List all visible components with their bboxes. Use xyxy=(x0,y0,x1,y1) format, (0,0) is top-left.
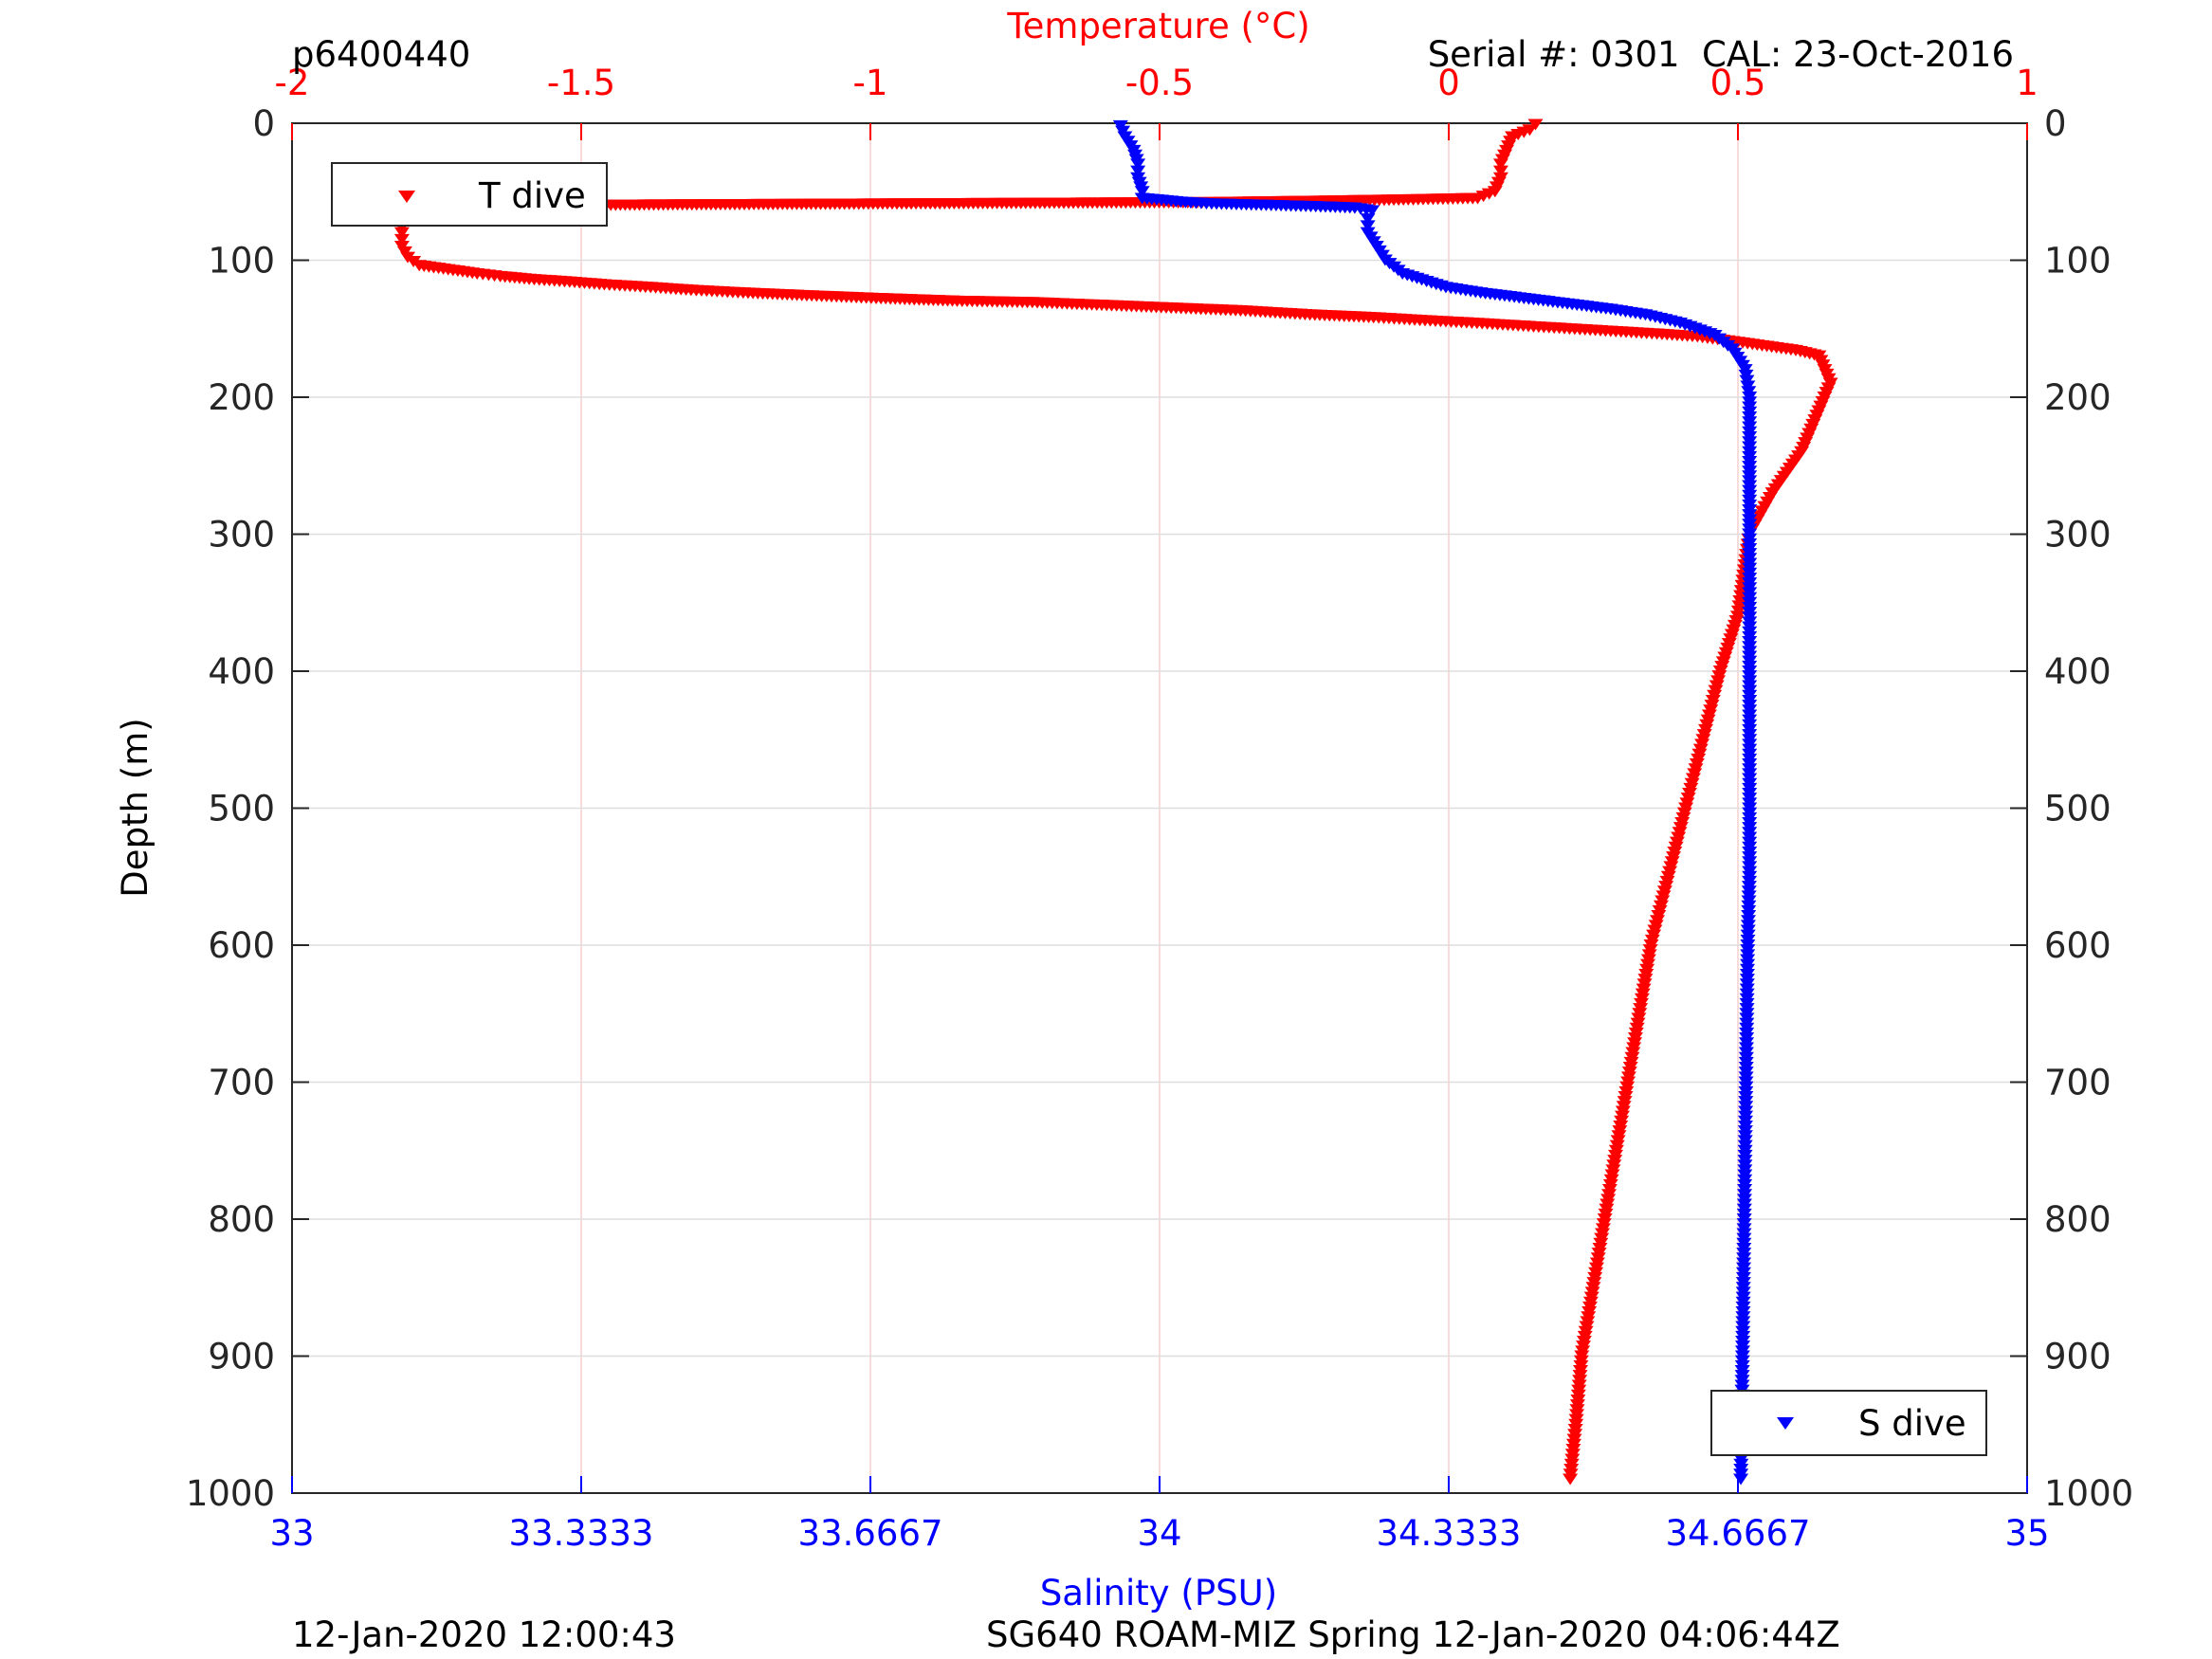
tick-label-depth-right: 300 xyxy=(2044,515,2111,556)
tick-label-salinity: 34 xyxy=(1137,1513,1181,1554)
tick-label-salinity: 33 xyxy=(269,1513,314,1554)
tick-label-depth-right: 700 xyxy=(2044,1063,2111,1103)
tick-label-depth-right: 500 xyxy=(2044,789,2111,830)
data-point xyxy=(1360,220,1376,232)
legend-temperature-marker xyxy=(398,191,415,203)
data-point xyxy=(1733,1473,1749,1486)
dive-id-label: p6400440 xyxy=(292,34,470,75)
legend-salinity-marker xyxy=(1777,1417,1794,1430)
serial-cal-label: Serial #: 0301 CAL: 23-Oct-2016 xyxy=(1428,34,2014,75)
legend-temperature-label: T dive xyxy=(478,175,586,216)
data-point xyxy=(1492,165,1508,177)
legend-temperature-box xyxy=(331,162,608,227)
temperature-axis-title: Temperature (°C) xyxy=(1006,6,1309,46)
tick-label-depth-left: 600 xyxy=(208,925,275,966)
tick-label-depth-left: 300 xyxy=(208,515,275,556)
tick-label-depth-left: 0 xyxy=(252,103,275,144)
tick-label-depth-right: 600 xyxy=(2044,925,2111,966)
tick-label-depth-left: 800 xyxy=(208,1199,275,1240)
tick-label-depth-left: 200 xyxy=(208,377,275,418)
data-series xyxy=(393,118,1838,1486)
data-point xyxy=(1130,165,1146,177)
tick-label-depth-left: 1000 xyxy=(186,1473,275,1514)
axis-ticks xyxy=(291,122,2028,1494)
data-point xyxy=(1563,1473,1579,1486)
footer-mission: SG640 ROAM-MIZ Spring 12-Jan-2020 04:06:… xyxy=(986,1614,1840,1655)
data-point xyxy=(1130,158,1146,171)
tick-label-depth-right: 800 xyxy=(2044,1199,2111,1240)
tick-label-depth-left: 500 xyxy=(208,789,275,830)
tick-label-salinity: 35 xyxy=(2004,1513,2049,1554)
tick-label-temperature: 0.5 xyxy=(1710,63,1766,103)
depth-axis-title: Depth (m) xyxy=(115,718,155,897)
legend-salinity-label: S dive xyxy=(1858,1403,1966,1444)
tick-label-temperature: 1 xyxy=(2016,63,2038,103)
tick-label-salinity: 34.6667 xyxy=(1666,1513,1811,1554)
tick-label-depth-right: 900 xyxy=(2044,1337,2111,1377)
tick-label-depth-left: 700 xyxy=(208,1063,275,1103)
horizontal-gridlines xyxy=(292,259,2027,1358)
tick-label-salinity: 34.3333 xyxy=(1376,1513,1521,1554)
tick-label-depth-right: 400 xyxy=(2044,651,2111,692)
series-salinity xyxy=(1112,119,1758,1486)
tick-label-depth-right: 200 xyxy=(2044,377,2111,418)
data-point xyxy=(393,227,410,239)
tick-label-depth-right: 1000 xyxy=(2044,1473,2133,1514)
footer-timestamp: 12-Jan-2020 12:00:43 xyxy=(292,1614,676,1655)
legend-salinity: S dive xyxy=(1710,1390,1987,1456)
tick-label-temperature: 0 xyxy=(1437,63,1460,103)
data-point xyxy=(1134,186,1150,198)
tick-label-temperature: -1.5 xyxy=(547,63,615,103)
tick-label-temperature: -2 xyxy=(275,63,310,103)
tick-label-salinity: 33.3333 xyxy=(508,1513,653,1554)
tick-label-depth-left: 100 xyxy=(208,241,275,282)
data-point xyxy=(1360,213,1376,226)
salinity-axis-title: Salinity (PSU) xyxy=(1040,1573,1277,1613)
legend-salinity-box xyxy=(1710,1390,1987,1456)
tick-label-depth-right: 0 xyxy=(2044,103,2067,144)
legend-temperature: T dive xyxy=(331,162,608,227)
tick-label-depth-right: 100 xyxy=(2044,241,2111,282)
tick-label-depth-left: 900 xyxy=(208,1337,275,1377)
axis-tick-labels: 0 0 100 100 200 200 300 300 400 400 500 500 600 600 70… xyxy=(186,63,2133,1554)
data-point xyxy=(393,233,410,246)
series-temperature xyxy=(393,118,1838,1486)
tick-label-salinity: 33.6667 xyxy=(798,1513,943,1554)
tick-label-depth-left: 400 xyxy=(208,651,275,692)
data-point xyxy=(1492,158,1508,171)
tick-label-temperature: -0.5 xyxy=(1125,63,1194,103)
tick-label-temperature: -1 xyxy=(853,63,888,103)
data-point xyxy=(1364,205,1380,217)
